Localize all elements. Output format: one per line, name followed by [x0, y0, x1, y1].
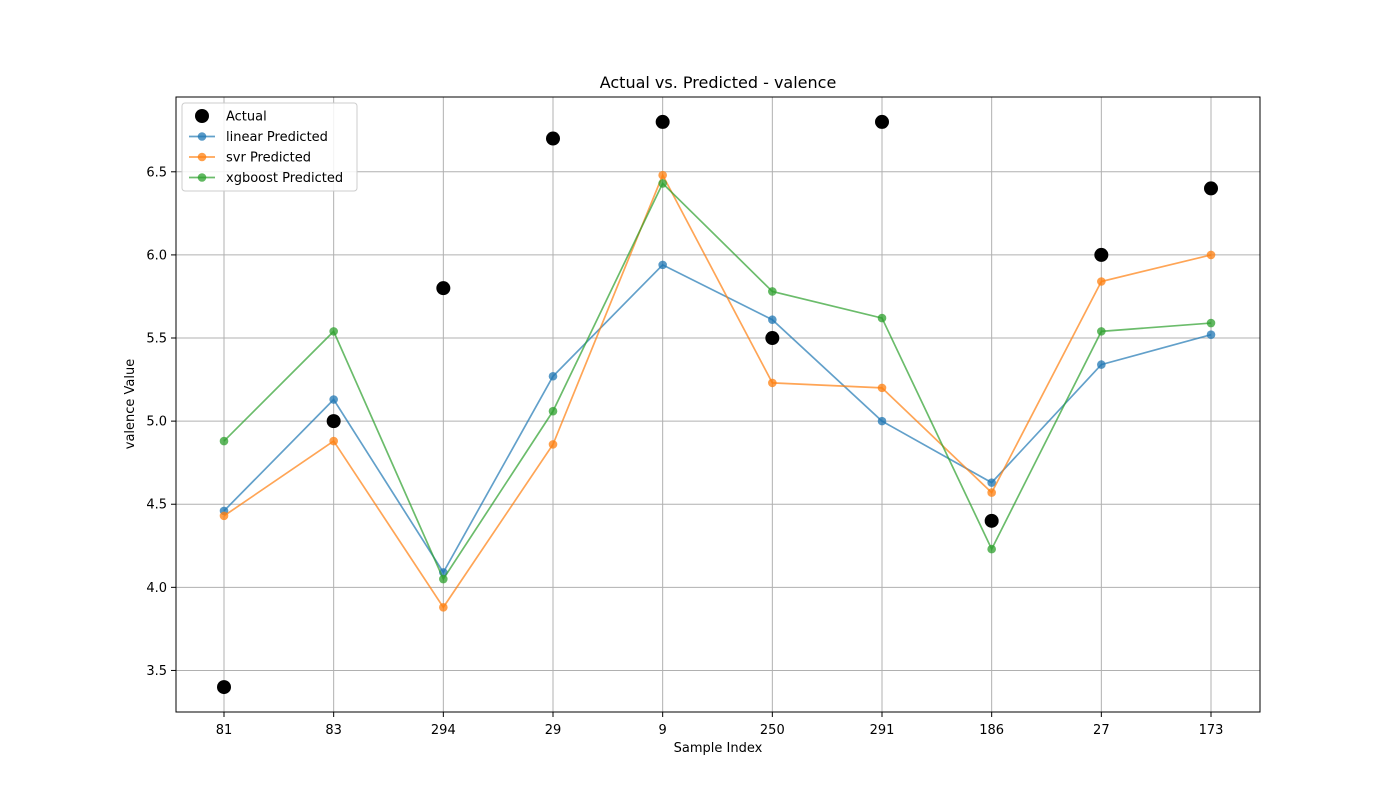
x-axis-label: Sample Index — [674, 741, 763, 756]
xgboost-predicted-point — [219, 436, 229, 446]
x-tick-label: 173 — [1199, 723, 1224, 738]
actual-point — [984, 513, 999, 528]
linear-predicted-point — [658, 260, 667, 270]
linear-predicted-point — [329, 395, 338, 404]
x-tick-label: 83 — [325, 723, 342, 738]
series-actual — [217, 114, 1218, 695]
actual-point — [655, 114, 670, 129]
linear-predicted-point — [1206, 330, 1216, 339]
svr-predicted-point — [768, 378, 777, 388]
grid-layer — [176, 97, 1260, 712]
x-tick-label: 250 — [760, 723, 785, 738]
actual-point — [875, 114, 889, 129]
y-axis-label: valence Value — [123, 359, 138, 450]
x-tick-label: 291 — [870, 723, 895, 738]
x-tick-label: 9 — [659, 723, 667, 738]
y-tick-label: 6.0 — [146, 248, 167, 263]
legend-label-linear-predicted: linear Predicted — [226, 130, 328, 145]
xgboost-predicted-point — [439, 574, 448, 584]
linear-predicted-point — [877, 416, 887, 426]
linear-predicted-line — [223, 263, 1212, 575]
svr-predicted-point — [329, 436, 338, 446]
legend-marker-linear-predicted — [197, 132, 207, 141]
xgboost-predicted-point — [1097, 327, 1106, 336]
svr-predicted-line — [223, 173, 1212, 609]
xgboost-predicted-point — [658, 179, 667, 188]
y-tick-label: 5.5 — [146, 332, 167, 347]
x-tick-label: 294 — [431, 723, 456, 738]
svr-predicted-point — [548, 440, 558, 449]
legend-label-xgboost-predicted: xgboost Predicted — [226, 171, 343, 186]
ticks-layer: 81 83 294 29 9 250 291 186 27 173 3.5 4.0 4.5 5.0 5.5 6… — [146, 165, 1223, 738]
xgboost-predicted-point — [987, 544, 996, 554]
linear-predicted-point — [548, 371, 558, 381]
svr-predicted-point — [987, 488, 996, 497]
xgboost-predicted-point — [329, 327, 338, 336]
chart-title: Actual vs. Predicted - valence — [600, 73, 837, 92]
actual-point — [1204, 181, 1218, 196]
legend-marker-xgboost-predicted — [197, 173, 207, 182]
xgboost-predicted-point — [548, 406, 558, 416]
actual-point — [326, 414, 341, 429]
svr-predicted-point — [219, 511, 229, 521]
svr-predicted-point — [1206, 250, 1216, 260]
svr-predicted-point — [658, 170, 667, 180]
xgboost-predicted-point — [877, 313, 887, 323]
series-linear-predicted — [219, 260, 1216, 577]
actual-point — [1094, 247, 1109, 262]
xgboost-predicted-point — [768, 287, 777, 296]
x-tick-label: 186 — [979, 723, 1004, 738]
series-xgboost-predicted — [219, 179, 1216, 584]
x-tick-label: 29 — [545, 723, 562, 738]
y-tick-label: 6.5 — [146, 165, 167, 180]
legend-label-svr-predicted: svr Predicted — [226, 151, 311, 166]
y-tick-label: 4.5 — [146, 498, 167, 513]
linear-predicted-point — [768, 315, 777, 325]
actual-point — [436, 281, 451, 296]
series-svr-predicted — [219, 170, 1216, 612]
xgboost-predicted-point — [1206, 318, 1216, 328]
legend-box — [181, 102, 358, 192]
y-tick-label: 4.0 — [146, 581, 167, 596]
x-tick-label: 81 — [216, 723, 233, 738]
legend-marker-svr-predicted — [197, 152, 207, 162]
actual-point — [546, 131, 560, 146]
legend: Actual linear Predicted svr Predicted xgboo… — [181, 102, 358, 192]
x-tick-label: 27 — [1093, 723, 1110, 738]
svr-predicted-point — [1097, 277, 1106, 286]
actual-point — [765, 331, 780, 346]
legend-label-actual: Actual — [226, 110, 267, 125]
legend-marker-actual — [195, 109, 209, 123]
svr-predicted-point — [439, 602, 448, 612]
y-tick-label: 3.5 — [146, 664, 167, 679]
actual-point — [217, 680, 231, 695]
plot-frame — [175, 96, 1261, 713]
svr-predicted-point — [877, 383, 887, 393]
y-tick-label: 5.0 — [146, 415, 167, 430]
xgboost-predicted-line — [223, 181, 1212, 581]
series-layer — [217, 114, 1218, 695]
linear-predicted-point — [987, 478, 996, 487]
linear-predicted-point — [1097, 360, 1106, 369]
